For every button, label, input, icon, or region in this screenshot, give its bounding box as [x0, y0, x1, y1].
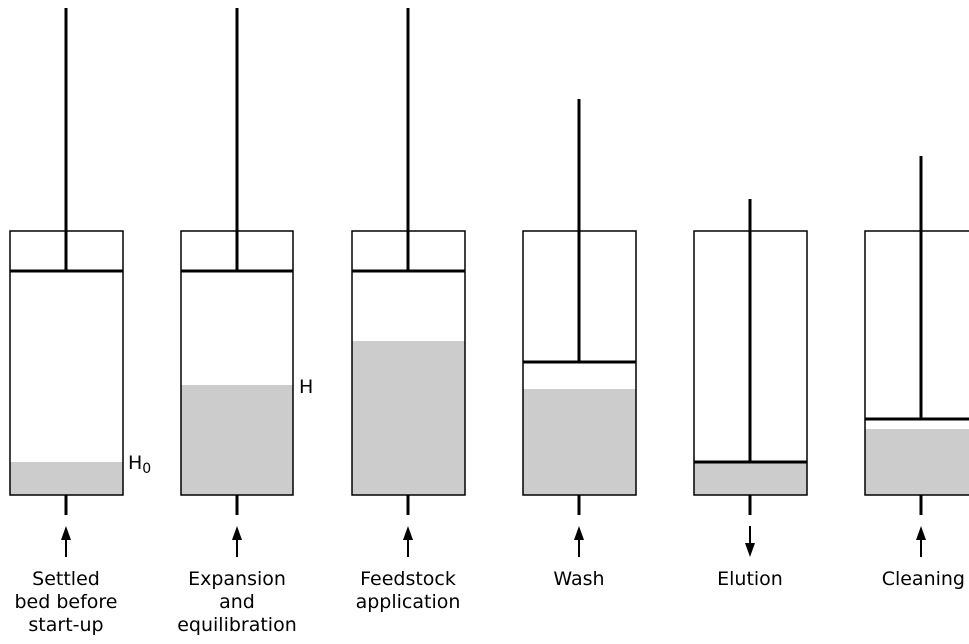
flow-down-arrowhead: [745, 543, 755, 557]
stage-label-expansion: Expansion and equilibration: [177, 568, 297, 636]
flow-up-arrowhead: [403, 526, 413, 540]
column-elution: [693, 199, 808, 557]
expanded-bed: [181, 385, 293, 495]
column-settled: [9, 8, 124, 557]
column-feedstock: [351, 8, 466, 557]
expanded-height-marker: H: [299, 376, 314, 398]
stage-label-wash: Wash: [553, 568, 605, 590]
flow-up-arrowhead: [232, 526, 242, 540]
expanded-bed: [523, 389, 636, 495]
flow-up-arrowhead: [574, 526, 584, 540]
packed-bed: [694, 462, 807, 495]
settled-bed: [10, 462, 123, 495]
stage-label-elution: Elution: [717, 568, 783, 590]
column-cleaning: [864, 156, 969, 557]
column-expansion: [180, 8, 294, 557]
stage-label-settled: Settled bed before start-up: [14, 568, 118, 636]
flow-up-arrowhead: [916, 526, 926, 540]
stage-label-feedstock: Feedstock application: [355, 568, 461, 613]
flow-up-arrowhead: [61, 526, 71, 540]
stage-label-cleaning: Cleaning: [881, 568, 965, 590]
column-wash: [522, 99, 637, 557]
expanded-bed: [352, 341, 465, 495]
expanded-bed: [865, 429, 969, 495]
settled-height-marker: H0: [128, 452, 152, 477]
